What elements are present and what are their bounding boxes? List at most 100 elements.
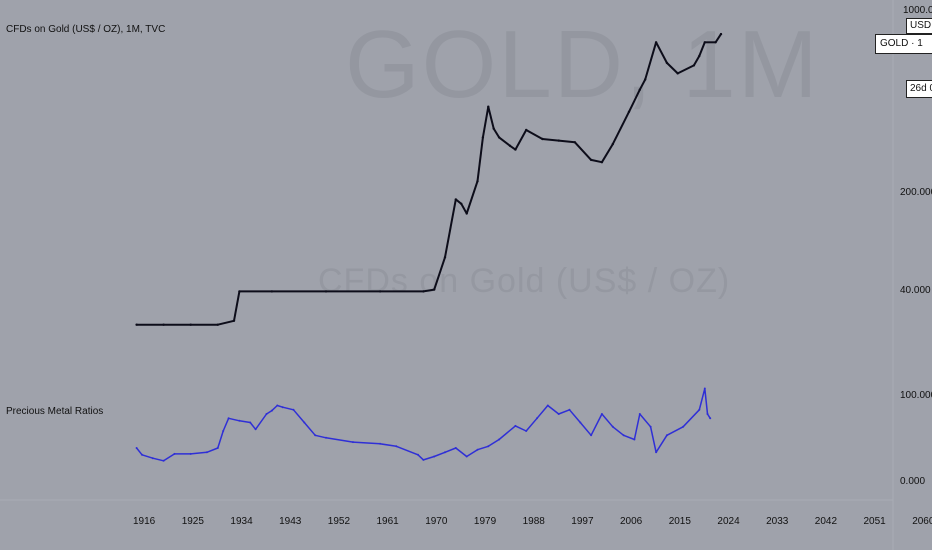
ratio-segment — [455, 447, 468, 458]
ratio-segment — [639, 413, 652, 428]
ratio-segment — [163, 453, 175, 462]
ratio-segment — [239, 420, 251, 424]
ratio-segment — [206, 447, 219, 453]
ratio-segment — [190, 451, 207, 455]
indicator-title[interactable]: Precious Metal Ratios — [6, 406, 104, 417]
price-segment — [460, 203, 468, 214]
y-tick-200: 200.000 — [900, 187, 932, 198]
x-tick-2033: 2033 — [766, 516, 789, 527]
price-segment — [525, 129, 543, 140]
price-segment — [433, 256, 446, 290]
y-tick-100: 100.000 — [900, 390, 932, 401]
ratio-segment — [633, 413, 641, 440]
x-tick-1916: 1916 — [133, 516, 156, 527]
ratio-segment — [141, 454, 154, 459]
currency-badge[interactable]: USD — [906, 18, 932, 34]
price-segment — [423, 288, 435, 293]
ratio-segment — [706, 413, 711, 419]
ratio-segment — [536, 405, 549, 419]
ratio-segment — [579, 422, 592, 436]
ratio-segment — [277, 404, 283, 408]
x-tick-1934: 1934 — [230, 516, 253, 527]
ratio-segment — [152, 457, 164, 462]
ratio-segment — [487, 438, 500, 447]
price-segment — [601, 143, 614, 163]
ratio-segment — [417, 454, 424, 461]
y-tick-40: 40.000 — [900, 285, 931, 296]
price-segment — [628, 89, 641, 113]
x-tick-2051: 2051 — [863, 516, 886, 527]
price-segment — [590, 158, 603, 164]
gold-price-series — [135, 32, 723, 326]
price-segment — [233, 291, 241, 321]
x-tick-2024: 2024 — [717, 516, 740, 527]
price-segment — [638, 79, 647, 91]
ratio-segment — [303, 422, 316, 436]
price-segment — [655, 41, 668, 64]
price-segment — [481, 106, 490, 138]
ratio-segment — [282, 406, 294, 411]
price-segment — [677, 64, 695, 75]
x-tick-2042: 2042 — [814, 516, 838, 527]
x-tick-1970: 1970 — [425, 516, 448, 527]
ratio-segment — [515, 425, 527, 432]
ratio-segment — [547, 404, 560, 415]
price-segment — [455, 198, 462, 205]
ratio-segment — [254, 413, 268, 430]
ratio-segment — [228, 417, 240, 422]
ratio-segment — [477, 445, 489, 451]
ratio-segment — [666, 426, 684, 436]
ratio-segment — [352, 441, 381, 445]
price-segment — [492, 128, 500, 138]
x-tick-2006: 2006 — [620, 516, 643, 527]
x-tick-1979: 1979 — [473, 516, 497, 527]
ratio-segment — [315, 434, 327, 439]
x-tick-1988: 1988 — [522, 516, 545, 527]
price-segment — [714, 33, 722, 43]
ratio-segment — [444, 447, 457, 453]
price-segment — [698, 41, 706, 57]
price-segment — [217, 319, 235, 326]
ratio-segment — [612, 426, 625, 436]
x-tick-2060: 2060 — [912, 516, 932, 527]
x-tick-1997: 1997 — [571, 516, 594, 527]
ratio-segment — [466, 449, 478, 458]
price-segment — [574, 141, 592, 161]
ratio-segment — [655, 434, 668, 453]
ratio-segment — [217, 430, 224, 449]
price-segment — [498, 136, 511, 147]
ratio-segment — [525, 417, 538, 432]
ratio-segment — [433, 451, 446, 458]
symbol-title[interactable]: CFDs on Gold (US$ / OZ), 1M, TVC — [6, 24, 166, 35]
ratio-segment — [649, 426, 657, 453]
ratio-segment — [325, 437, 354, 443]
price-segment — [509, 144, 516, 151]
ratio-segment — [623, 434, 635, 441]
last-price-tag[interactable]: GOLD · 1 — [875, 34, 932, 54]
price-segment — [666, 62, 679, 75]
x-tick-1961: 1961 — [376, 516, 399, 527]
ratio-segment — [590, 413, 603, 436]
price-segment — [693, 55, 701, 66]
price-segment — [487, 106, 495, 129]
x-tick-2015: 2015 — [668, 516, 691, 527]
price-segment — [444, 199, 457, 258]
ratio-segment — [682, 409, 700, 428]
ratio-segment — [568, 409, 581, 423]
price-segment — [465, 180, 479, 214]
ratio-segment — [704, 388, 709, 415]
y-tick-1000: 1000.000 — [903, 5, 932, 16]
price-segment — [611, 111, 630, 145]
watermark-subtitle: CFDs on Gold (US$ / OZ) — [318, 262, 731, 300]
ratio-segment — [271, 404, 278, 412]
y-tick-0: 0.000 — [900, 476, 926, 487]
x-tick-1925: 1925 — [181, 516, 204, 527]
price-segment — [558, 139, 576, 144]
ratio-segment — [222, 418, 230, 432]
x-tick-1943: 1943 — [279, 516, 302, 527]
ratio-segment — [249, 422, 257, 430]
precious-metal-ratio-series — [135, 387, 712, 462]
watermark-title: GOLD, 1M — [345, 11, 820, 118]
